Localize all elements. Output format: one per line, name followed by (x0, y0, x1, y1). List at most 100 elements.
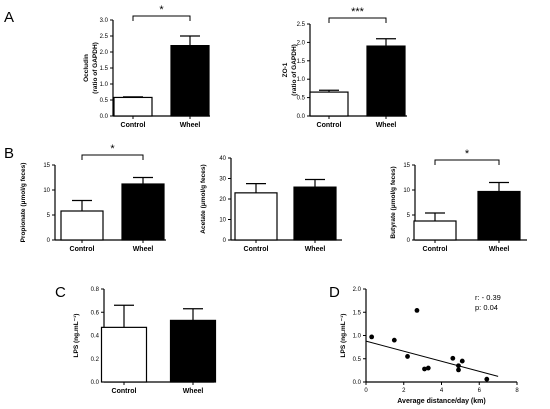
category-label-occludin: Wheel (180, 122, 201, 129)
significance-bracket-zo1 (328, 17, 387, 23)
x-tick-label-scatter: 4 (440, 388, 444, 394)
y-tick-label-propionate: 10 (43, 188, 50, 194)
significance-marker-propionate: * (110, 143, 115, 155)
y-axis-label-propionate: Propionate (μmol/g feces) (20, 163, 27, 243)
y-tick-label-lps: 0.0 (91, 380, 100, 386)
category-label-propionate: Control (70, 246, 95, 253)
y-axis-label-zo1: ZO-1 (282, 62, 289, 77)
y-tick-label-occludin: 1.5 (100, 66, 109, 72)
bar-butyrate-wheel (477, 190, 521, 241)
y-tick-label-zo1: 2.5 (297, 22, 306, 28)
category-label-lps: Control (112, 388, 137, 395)
category-label-zo1: Wheel (376, 122, 397, 129)
panel-letter-c: C (55, 284, 66, 301)
panel-letter-a: A (4, 9, 14, 26)
bar-zo1-control (309, 91, 349, 117)
y-tick-label-scatter: 0.5 (353, 357, 362, 363)
y-axis-label-occludin: Occludin (83, 54, 90, 82)
y-tick-label-acetate: 10 (219, 218, 226, 224)
data-point (456, 363, 461, 369)
y-tick-label-scatter: 0.0 (353, 380, 362, 386)
bar-occludin-control (113, 96, 153, 117)
y-axis-label-lps: LPS (ng.mL⁻¹) (73, 314, 80, 358)
panel-letter-d: D (329, 284, 340, 301)
y-tick-label-zo1: 0.0 (297, 114, 306, 120)
bar-occludin-wheel (170, 44, 210, 117)
data-point (450, 355, 456, 361)
x-tick-label-scatter: 2 (402, 388, 406, 394)
y-tick-label-propionate: 15 (43, 163, 50, 169)
bar-zo1-wheel (366, 45, 406, 117)
data-point (456, 367, 461, 373)
bar-propionate-wheel (121, 183, 165, 241)
data-point (405, 354, 410, 359)
y-tick-label-occludin: 0.0 (100, 114, 109, 120)
category-label-occludin: Control (121, 122, 146, 129)
y-tick-label-propionate: 5 (47, 213, 51, 219)
data-point (425, 365, 431, 371)
significance-bracket-propionate (81, 154, 144, 160)
y-tick-label-zo1: 1.5 (297, 59, 306, 65)
panel-letter-b: B (4, 145, 14, 162)
x-tick-label-scatter: 8 (515, 388, 519, 394)
data-point (484, 376, 490, 382)
y-axis-label-occludin: (ratio of GAPDH) (92, 42, 99, 94)
y-tick-label-occludin: 2.0 (100, 50, 109, 56)
category-label-lps: Wheel (183, 388, 204, 395)
y-tick-label-lps: 0.4 (91, 334, 100, 340)
data-point (459, 358, 465, 364)
y-tick-label-zo1: 0.5 (297, 96, 306, 102)
y-tick-label-occludin: 1.0 (100, 82, 109, 88)
y-tick-label-butyrate: 5 (407, 213, 411, 219)
y-tick-label-lps: 0.2 (91, 357, 100, 363)
y-tick-label-scatter: 1.5 (353, 310, 362, 316)
bar-acetate-control (234, 192, 278, 241)
bar-lps-wheel (169, 319, 217, 383)
significance-marker-zo1: *** (351, 6, 365, 18)
data-point (422, 366, 427, 372)
y-tick-label-acetate: 20 (219, 197, 226, 203)
category-label-acetate: Control (244, 246, 269, 253)
category-label-acetate: Wheel (305, 246, 326, 253)
y-axis-label-acetate: Acetate (μmol/g feces) (200, 164, 207, 233)
y-tick-label-butyrate: 0 (407, 238, 411, 244)
data-point (391, 337, 397, 343)
significance-marker-occludin: * (159, 4, 164, 16)
x-tick-label-scatter: 6 (478, 388, 482, 394)
y-tick-label-zo1: 2.0 (297, 40, 306, 46)
stat-annotation: r: - 0.39 (475, 293, 501, 302)
y-tick-label-butyrate: 10 (403, 188, 410, 194)
y-tick-label-acetate: 40 (219, 156, 226, 162)
y-axis-label-scatter: LPS (ng.mL⁻¹) (340, 314, 347, 358)
y-tick-label-occludin: 3.0 (100, 18, 109, 24)
y-tick-label-scatter: 2.0 (353, 287, 362, 293)
bar-lps-control (100, 326, 148, 383)
bar-propionate-control (60, 210, 104, 241)
y-tick-label-zo1: 1.0 (297, 77, 306, 83)
y-tick-label-occludin: 0.5 (100, 98, 109, 104)
stat-annotation: p: 0.04 (475, 303, 498, 312)
significance-bracket-butyrate (434, 159, 500, 165)
y-tick-label-lps: 0.8 (91, 287, 100, 293)
y-axis-label-zo1: (ratio of GAPDH) (291, 44, 298, 96)
x-axis-label-scatter: Average distance/day (km) (397, 398, 485, 405)
y-tick-label-scatter: 1.0 (353, 334, 362, 340)
y-tick-label-lps: 0.6 (91, 310, 100, 316)
data-point (369, 334, 375, 340)
plots-layer: 0.0 0.5 1.0 1.5 2.0 2.5 3.0 Control Wheel Occludi… (20, 4, 527, 405)
bar-butyrate-control (413, 220, 457, 241)
bar-acetate-wheel (293, 186, 337, 241)
y-tick-label-acetate: 0 (223, 238, 227, 244)
x-tick-label-scatter: 0 (364, 388, 368, 394)
y-tick-label-acetate: 30 (219, 177, 226, 183)
significance-marker-butyrate: * (465, 148, 470, 160)
category-label-propionate: Wheel (133, 246, 154, 253)
data-point (414, 307, 420, 313)
y-tick-label-butyrate: 15 (403, 163, 410, 169)
trend-line (365, 340, 499, 377)
y-tick-label-propionate: 0 (47, 238, 51, 244)
y-axis-label-butyrate: Butyrate (μmol/g feces) (390, 166, 397, 238)
significance-bracket-occludin (132, 15, 191, 21)
category-label-butyrate: Control (423, 246, 448, 253)
